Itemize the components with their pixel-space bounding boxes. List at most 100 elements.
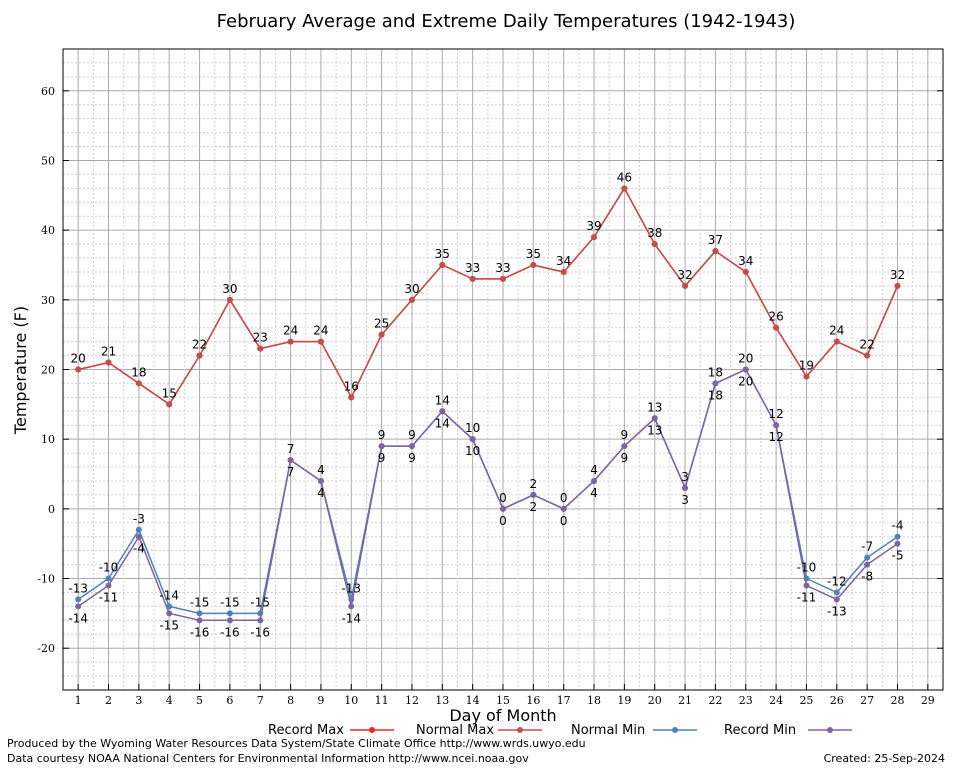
x-tick-label: 3: [135, 694, 142, 707]
data-label: -16: [220, 625, 240, 639]
y-tick-label: 10: [41, 433, 55, 446]
data-point: [682, 282, 689, 289]
data-point: [166, 610, 173, 617]
data-point: [105, 575, 112, 582]
data-label: 4: [590, 463, 598, 477]
chart-title: February Average and Extreme Daily Tempe…: [217, 11, 796, 32]
data-label: 22: [859, 338, 874, 352]
data-label: 23: [253, 331, 268, 345]
y-tick-label: 60: [41, 85, 55, 98]
data-label: 24: [313, 324, 328, 338]
data-point: [712, 248, 719, 255]
data-label: -5: [891, 549, 903, 563]
data-point: [773, 422, 780, 429]
data-point: [864, 554, 871, 561]
y-tick-label: 20: [41, 364, 55, 377]
data-label: 9: [408, 428, 416, 442]
series-line-record-min: [77, 368, 898, 622]
data-point: [348, 603, 355, 610]
x-tick-label: 28: [890, 694, 904, 707]
x-tick-label: 15: [496, 694, 510, 707]
data-label: 20: [738, 375, 753, 389]
legend: Record Max Normal Max Normal Min Record Min: [268, 723, 852, 738]
data-point: [196, 610, 203, 617]
data-label: 33: [495, 261, 510, 275]
data-label: 12: [768, 407, 783, 421]
data-point: [621, 443, 628, 450]
data-label: 37: [708, 233, 723, 247]
y-tick-label: 40: [41, 224, 55, 237]
data-label: 32: [677, 268, 692, 282]
legend-marker: [672, 727, 678, 733]
y-tick-label: 30: [41, 294, 55, 307]
data-label: -4: [891, 519, 903, 533]
data-label: 14: [435, 393, 450, 407]
data-label: -14: [341, 611, 361, 625]
data-label: -8: [861, 570, 873, 584]
data-label: -15: [159, 618, 179, 632]
data-point: [773, 324, 780, 331]
data-point: [530, 491, 537, 498]
x-tick-label: 12: [405, 694, 419, 707]
data-label: 30: [222, 282, 237, 296]
y-tick-label: 50: [41, 154, 55, 167]
x-axis-label: Day of Month: [449, 706, 556, 725]
y-axis-label: Temperature (F): [11, 306, 30, 435]
data-point: [378, 331, 385, 338]
x-tick-label: 6: [226, 694, 233, 707]
data-point: [833, 589, 840, 596]
data-point: [803, 582, 810, 589]
data-point: [75, 596, 82, 603]
legend-label: Record Min: [724, 723, 796, 738]
x-tick-label: 29: [921, 694, 935, 707]
x-tick-label: 19: [617, 694, 631, 707]
series-line-normal-max: [78, 186, 899, 406]
data-point: [135, 526, 142, 533]
data-label: -4: [133, 542, 145, 556]
x-tick-label: 22: [708, 694, 722, 707]
data-label: 19: [799, 358, 814, 372]
x-tick-label: 23: [739, 694, 753, 707]
x-tick-label: 11: [375, 694, 389, 707]
data-label: 13: [647, 400, 662, 414]
data-label: 9: [378, 428, 386, 442]
data-point: [135, 533, 142, 540]
data-label: 20: [71, 352, 86, 366]
x-tick-label: 20: [648, 694, 662, 707]
series-layer: [75, 185, 901, 624]
data-label: 18: [708, 365, 723, 379]
x-tick-label: 5: [196, 694, 203, 707]
data-point: [135, 380, 142, 387]
data-label: -16: [190, 625, 210, 639]
data-label: 0: [560, 514, 568, 528]
data-point: [530, 261, 537, 268]
data-label: 4: [317, 486, 325, 500]
footer-produced-by: Produced by the Wyoming Water Resources …: [7, 737, 586, 750]
data-label: 35: [435, 247, 450, 261]
data-label: 18: [708, 388, 723, 402]
data-label: -15: [250, 595, 270, 609]
data-label: 9: [408, 451, 416, 465]
data-label: -13: [341, 581, 361, 595]
data-label: -14: [68, 611, 88, 625]
grid-lines: [63, 48, 943, 691]
data-label: -13: [827, 604, 847, 618]
data-point: [408, 296, 415, 303]
data-point: [166, 401, 173, 408]
data-point: [864, 352, 871, 359]
data-label: 34: [738, 254, 753, 268]
data-point: [75, 603, 82, 610]
data-point: [226, 617, 233, 624]
y-tick-label: -20: [37, 642, 55, 655]
data-label: 0: [499, 514, 507, 528]
data-point: [257, 617, 264, 624]
data-label: 35: [526, 247, 541, 261]
data-point: [439, 261, 446, 268]
data-label: 7: [287, 465, 295, 479]
x-tick-label: 13: [435, 694, 449, 707]
data-point: [651, 241, 658, 248]
legend-marker: [517, 727, 523, 733]
footer-data-courtesy: Data courtesy NOAA National Centers for …: [7, 752, 529, 765]
x-tick-label: 26: [830, 694, 844, 707]
